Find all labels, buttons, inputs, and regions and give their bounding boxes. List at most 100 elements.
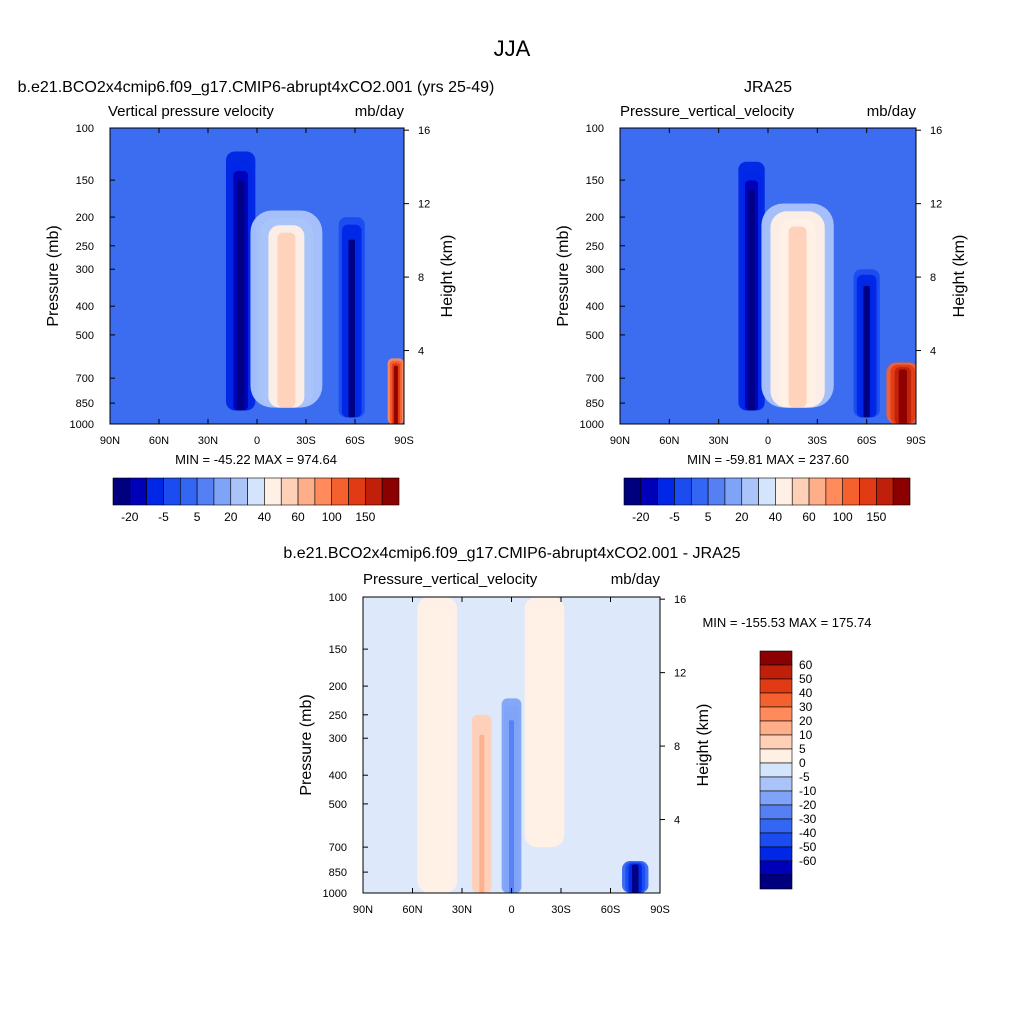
panel-diff-colorbar-label-2: 40 <box>799 686 813 700</box>
panel-model: b.e21.BCO2x4cmip6.f09_g17.CMIP6-abrupt4x… <box>18 79 495 524</box>
panel-obs-colorbar-box-16 <box>892 477 911 506</box>
panel-diff-ytick-label-1000: 1000 <box>323 888 347 900</box>
panel-obs-feature-1-band-3 <box>788 226 807 408</box>
panel-diff-colorbar-label-9: -10 <box>799 784 817 798</box>
panel-diff-colorbar-label-10: -20 <box>799 798 817 812</box>
panel-diff-feature-1-band-3 <box>509 720 514 893</box>
panel-model-colorbar-label-4: 40 <box>258 510 272 524</box>
panel-model-xtick-label-4: 30S <box>296 435 316 447</box>
panel-obs-htick-label-12: 12 <box>930 199 942 211</box>
panel-model-xtick-label-1: 60N <box>149 435 169 447</box>
panel-model-htick-label-12: 12 <box>418 199 430 211</box>
panel-obs-colorbar-label-2: 5 <box>705 510 712 524</box>
panel-model-ytick-label-300: 300 <box>76 264 94 276</box>
panel-model-colorbar-box-7 <box>230 477 248 506</box>
panel-diff-units: mb/day <box>611 571 661 588</box>
panel-model-colorbar-box-2 <box>146 477 164 506</box>
panel-model-feature-0-band-3 <box>236 180 245 411</box>
panel-model-xtick-label-3: 0 <box>254 435 260 447</box>
panel-model-colorbar-box-1 <box>129 477 147 506</box>
panel-obs-colorbar-label-7: 150 <box>866 510 886 524</box>
panel-diff-htick-label-16: 16 <box>674 594 686 606</box>
panel-model-ytick-label-250: 250 <box>76 241 94 253</box>
panel-model-ytick-label-100: 100 <box>76 123 94 135</box>
panel-obs-colorbar-box-7 <box>741 477 759 506</box>
panel-obs-ytick-label-200: 200 <box>586 212 604 224</box>
panel-diff-xtick-label-3: 0 <box>508 904 514 916</box>
panel-model-plot: 100 150 200 250 300 400 500 700 850 1000 16 12 8 4 90N… <box>45 123 456 447</box>
panel-obs-colorbar-label-3: 20 <box>735 510 749 524</box>
panel-diff-ytick-label-300: 300 <box>329 733 347 745</box>
panel-diff-colorbar-box-11 <box>759 804 793 820</box>
panel-obs: JRA25 Pressure_vertical_velocity mb/day … <box>555 79 968 524</box>
panel-obs-ytick-label-150: 150 <box>586 175 604 187</box>
panel-diff-ytick-label-100: 100 <box>329 592 347 604</box>
panel-diff-colorbar-label-7: 0 <box>799 756 806 770</box>
panel-diff-ylabel-right: Height (km) <box>695 704 712 787</box>
panel-diff-colorbar-box-0 <box>759 650 793 666</box>
panel-model-units: mb/day <box>355 103 405 120</box>
panel-obs-colorbar-box-15 <box>876 477 894 506</box>
panel-obs-colorbar-box-0 <box>623 477 642 506</box>
panel-model-feature-1-band-3 <box>277 232 296 408</box>
panel-diff-colorbar-box-10 <box>759 790 793 806</box>
panel-obs-colorbar-box-4 <box>690 477 709 506</box>
panel-diff-colorbar-box-4 <box>759 706 793 722</box>
panel-diff-xtick-label-1: 60N <box>402 904 422 916</box>
panel-diff-colorbar-label-3: 30 <box>799 700 813 714</box>
panel-diff-feature-2-band-3 <box>432 630 443 893</box>
panel-model-left-string: Vertical pressure velocity <box>108 103 274 120</box>
panel-model-feature-3-band-3 <box>393 365 398 424</box>
panel-model-colorbar-label-5: 60 <box>291 510 305 524</box>
panel-model-colorbar-label-7: 150 <box>355 510 375 524</box>
panel-obs-colorbar-label-6: 100 <box>833 510 853 524</box>
panel-obs-colorbar-box-11 <box>808 477 827 506</box>
panel-model-ytick-label-200: 200 <box>76 212 94 224</box>
panel-obs-ytick-label-500: 500 <box>586 330 604 342</box>
panel-obs-colorbar: -20 -5 5 20 40 60 100 150 <box>623 477 911 524</box>
panel-diff-colorbar-box-13 <box>759 832 793 848</box>
panel-obs-feature-0-band-3 <box>748 189 755 411</box>
panel-model-xtick-label-0: 90N <box>100 435 120 447</box>
panel-model-xtick-label-6: 90S <box>394 435 414 447</box>
panel-diff-xtick-label-2: 30N <box>452 904 472 916</box>
panel-model-xtick-label-2: 30N <box>198 435 218 447</box>
panel-obs-colorbar-box-8 <box>758 477 776 506</box>
panel-diff-left-string: Pressure_vertical_velocity <box>363 571 538 588</box>
panel-diff-colorbar-label-1: 50 <box>799 672 813 686</box>
panel-diff-ylabel: Pressure (mb) <box>298 694 315 795</box>
panel-model-features <box>225 151 404 424</box>
panel-diff-htick-label-4: 4 <box>674 815 680 827</box>
panel-diff-colorbar-label-8: -5 <box>799 770 810 784</box>
panel-model-colorbar-box-14 <box>348 477 366 506</box>
panel-model-ytick-label-850: 850 <box>76 398 94 410</box>
panel-obs-xtick-label-2: 30N <box>709 435 729 447</box>
panel-obs-features <box>738 161 916 424</box>
panel-diff-colorbar-label-11: -30 <box>799 812 817 826</box>
panel-model-htick-label-16: 16 <box>418 125 430 137</box>
panel-diff-feature-4-band-3 <box>631 864 639 893</box>
panel-model-htick-label-4: 4 <box>418 346 424 358</box>
panel-model-ytick-label-400: 400 <box>76 301 94 313</box>
panel-diff-colorbar-label-5: 10 <box>799 728 813 742</box>
panel-model-colorbar-box-0 <box>112 477 131 506</box>
panel-model-colorbar-box-6 <box>213 477 232 506</box>
panel-diff-colorbar-box-12 <box>759 818 793 834</box>
panel-diff-xtick-label-4: 30S <box>551 904 571 916</box>
panel-model-colorbar-label-3: 20 <box>224 510 238 524</box>
panel-obs-feature-3-band-3 <box>898 369 907 424</box>
panel-obs-htick-label-16: 16 <box>930 125 942 137</box>
panel-obs-ytick-label-850: 850 <box>586 398 604 410</box>
panel-obs-ytick-label-100: 100 <box>586 123 604 135</box>
panel-diff-title: b.e21.BCO2x4cmip6.f09_g17.CMIP6-abrupt4x… <box>283 545 740 562</box>
panel-diff-colorbar-box-8 <box>759 762 793 778</box>
panel-diff-htick-label-12: 12 <box>674 668 686 680</box>
panel-diff-ytick-label-200: 200 <box>329 681 347 693</box>
panel-diff-colorbar-label-14: -60 <box>799 854 817 868</box>
panel-diff-colorbar-label-6: 5 <box>799 742 806 756</box>
panel-obs-colorbar-box-5 <box>707 477 726 506</box>
panel-diff-colorbar-box-9 <box>759 776 793 792</box>
panel-diff-colorbar-box-14 <box>759 846 793 862</box>
panel-diff-feature-0-band-3 <box>479 734 485 893</box>
panel-diff-colorbar-label-4: 20 <box>799 714 813 728</box>
